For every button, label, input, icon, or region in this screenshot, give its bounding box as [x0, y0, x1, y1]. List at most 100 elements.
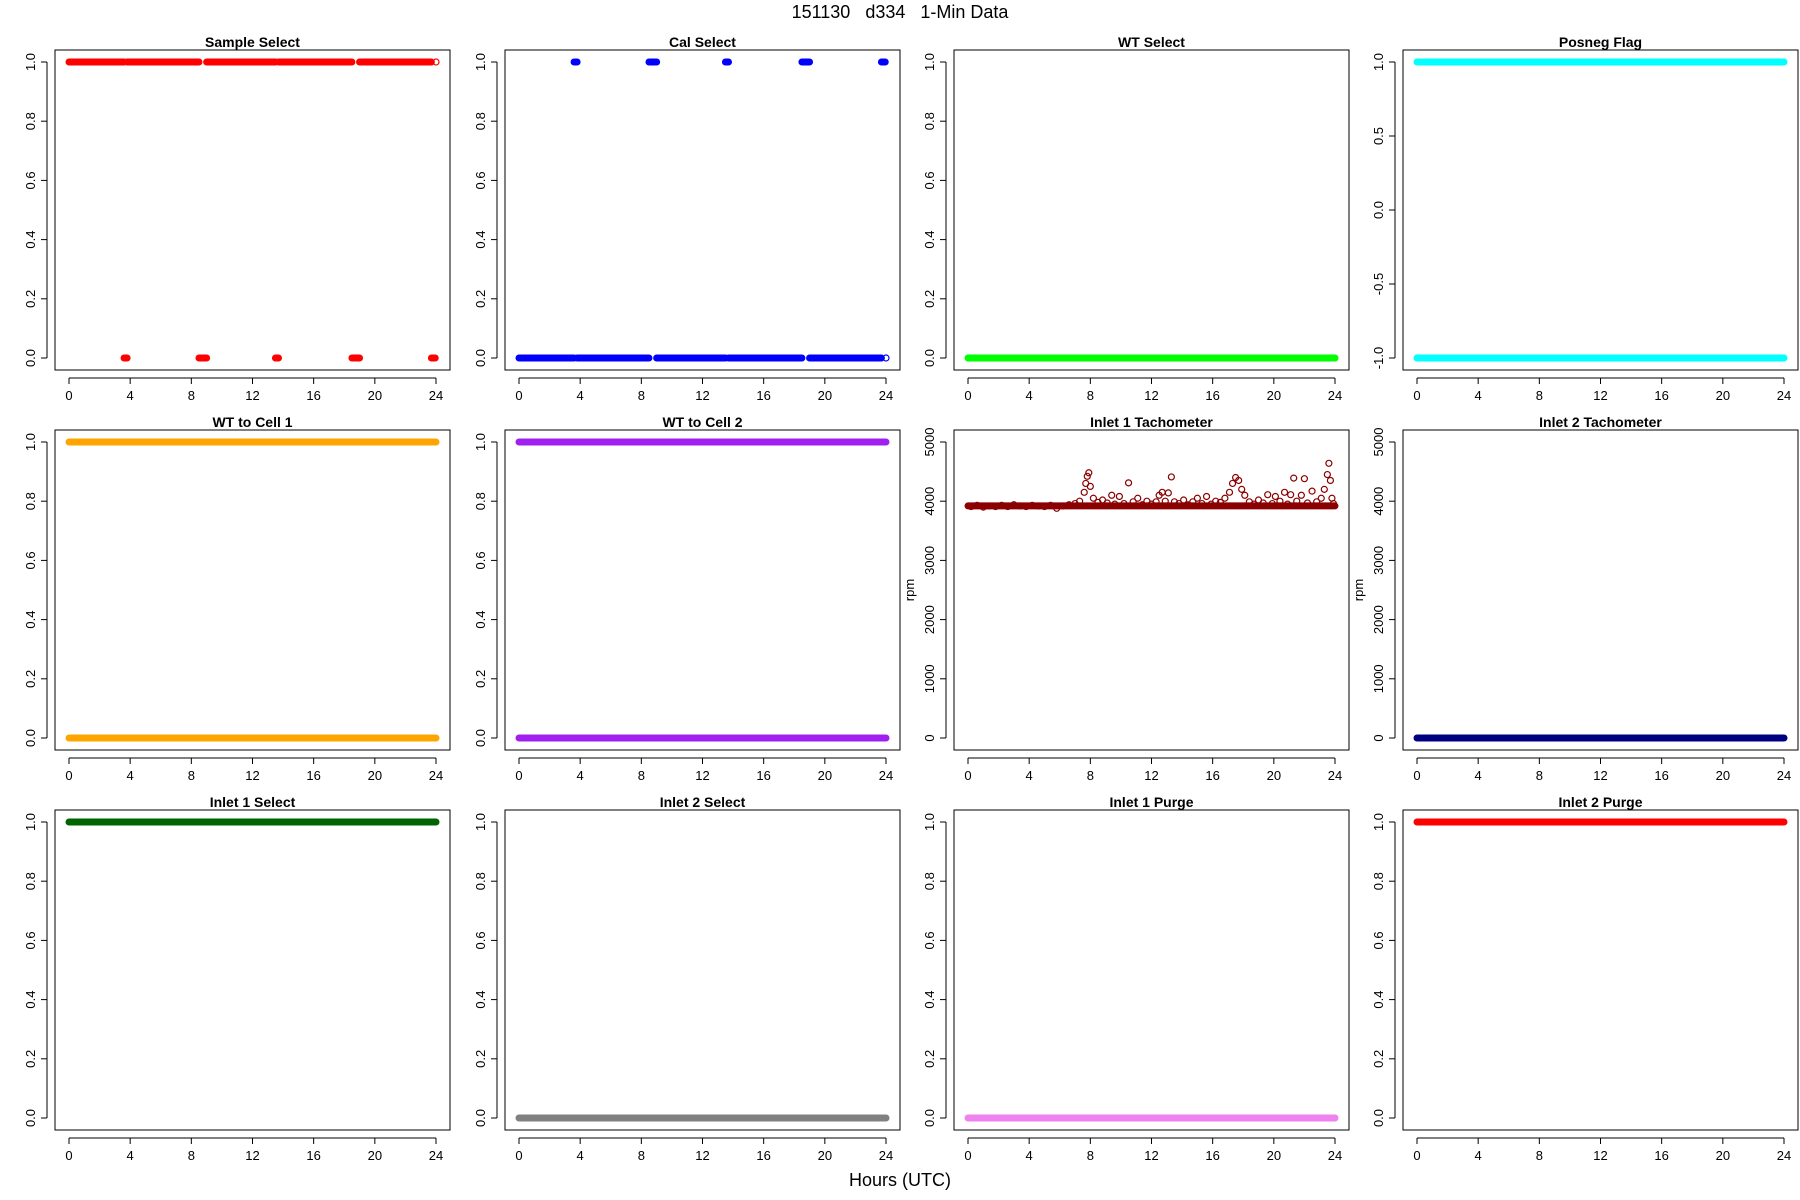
y-tick-label: 1.0: [473, 433, 488, 451]
y-tick-label: 0.2: [1371, 1050, 1386, 1068]
x-tick-label: 0: [65, 388, 72, 403]
data-point: [1124, 479, 1133, 487]
data-point: [1280, 488, 1289, 496]
x-tick-label: 0: [1413, 388, 1420, 403]
data-point: [1076, 497, 1084, 505]
panel-wt-to-cell-2: WT to Cell 2 0 4 8 12 16 20 24 0.0 0.2 0.4 0.6 0.8 1.…: [473, 414, 901, 783]
y-tick-label: 0.2: [23, 1050, 38, 1068]
x-tick-label: 8: [188, 388, 195, 403]
x-tick-label: 16: [306, 388, 320, 403]
data-point: [432, 58, 440, 66]
y-tick-label: 2000: [922, 605, 937, 634]
x-tick-label: 0: [515, 388, 522, 403]
y-tick-label: 0.0: [473, 349, 488, 367]
x-tick-label: 20: [818, 388, 832, 403]
y-tick-label: 3000: [1371, 546, 1386, 575]
y-tick-label: 0.6: [1371, 931, 1386, 949]
y-tick-label: 0.8: [922, 112, 937, 130]
data-point: [1238, 485, 1246, 493]
data-point: [1325, 459, 1333, 467]
x-tick-label: 0: [515, 768, 522, 783]
panel-inlet-2-purge: Inlet 2 Purge 0 4 8 12 16 20 24 0.0 0.2 0.4 0.6 0.8 1…: [1371, 794, 1799, 1163]
x-tick-label: 0: [964, 1148, 971, 1163]
data-point: [1317, 494, 1325, 502]
x-tick-label: 4: [1026, 1148, 1033, 1163]
data-point: [1108, 491, 1116, 499]
y-tick-label: 0.8: [23, 872, 38, 890]
x-tick-label: 20: [368, 388, 382, 403]
data-point: [1308, 487, 1316, 495]
panel-wt-select: WT Select 0 4 8 12 16 20 24 0.0 0.2 0.4 0.6 0.8 1.0: [922, 34, 1350, 403]
x-tick-label: 12: [245, 768, 259, 783]
y-tick-label: 0.0: [1371, 201, 1386, 219]
x-tick-label: 8: [638, 388, 645, 403]
y-tick-label: 4000: [1371, 487, 1386, 516]
y-tick-label: 0.8: [473, 112, 488, 130]
panel-title: Posneg Flag: [1559, 34, 1642, 50]
y-tick-label: 0.0: [1371, 1109, 1386, 1127]
data-point: [1175, 499, 1183, 508]
x-tick-label: 12: [695, 1148, 709, 1163]
data-point: [1046, 501, 1055, 509]
x-tick-label: 0: [1413, 768, 1420, 783]
panel-inlet-1-tachometer: Inlet 1 Tachometer 0 4 8 12 16 20 24 0 1000 2000 30…: [902, 414, 1350, 783]
data-point: [1134, 494, 1142, 502]
data-point: [1228, 479, 1237, 488]
x-tick-label: 20: [818, 768, 832, 783]
y-tick-label: 0.6: [473, 931, 488, 949]
y-tick-label: 0.6: [23, 171, 38, 189]
plot-frame: [504, 809, 901, 1131]
x-tick-label: 20: [368, 1148, 382, 1163]
y-tick-label: 0.6: [473, 171, 488, 189]
y-tick-label: 1000: [922, 664, 937, 693]
y-tick-label: 0.2: [23, 290, 38, 308]
x-tick-label: 12: [1593, 768, 1607, 783]
y-tick-label: 0.6: [23, 551, 38, 569]
x-tick-label: 24: [1328, 1148, 1342, 1163]
y-tick-label: 0: [922, 734, 937, 741]
panel-title: WT to Cell 1: [212, 414, 292, 430]
panel-inlet-1-purge: Inlet 1 Purge 0 4 8 12 16 20 24 0.0 0.2 0.4 0.6 0.8 1…: [922, 794, 1350, 1163]
panel-title: Inlet 1 Tachometer: [1090, 414, 1213, 430]
y-tick-label: 1.0: [1371, 813, 1386, 831]
y-tick-label: 0.4: [473, 231, 488, 249]
x-tick-label: 12: [695, 768, 709, 783]
data-point: [1180, 496, 1188, 504]
x-tick-label: 24: [429, 1148, 443, 1163]
data-point: [1080, 488, 1088, 496]
data-point: [1323, 470, 1331, 479]
data-point: [1241, 491, 1249, 499]
x-tick-label: 24: [429, 768, 443, 783]
x-tick-label: 4: [1475, 768, 1482, 783]
y-tick-label: 0.2: [473, 670, 488, 688]
y-tick-label: 1.0: [473, 813, 488, 831]
x-tick-label: 4: [127, 768, 134, 783]
data-point: [1303, 499, 1312, 507]
y-tick-label: 1000: [1371, 664, 1386, 693]
data-point: [1085, 469, 1093, 477]
y-tick-label: 1.0: [1371, 53, 1386, 71]
data-point: [1202, 492, 1211, 501]
y-tick-label: 0.0: [922, 349, 937, 367]
data-point: [1198, 499, 1206, 508]
panel-wt-to-cell-1: WT to Cell 1 0 4 8 12 16 20 24 0.0 0.2 0.4 0.6 0.8 1.…: [23, 414, 451, 783]
x-tick-label: 16: [1654, 768, 1668, 783]
x-tick-label: 0: [515, 1148, 522, 1163]
y-tick-label: 0.0: [473, 729, 488, 747]
y-tick-label: 0.4: [23, 611, 38, 629]
x-tick-label: 24: [1328, 768, 1342, 783]
panel-cal-select: Cal Select 0 4 8 12 16 20 24 0.0 0.2 0.4 0.6 0.8 1.0: [473, 34, 901, 403]
x-tick-label: 24: [879, 388, 893, 403]
panel-posneg-flag: Posneg Flag 0 4 8 12 16 20 24 -1.0 -0.5 0.0 0.5 1.0: [1371, 34, 1799, 403]
data-point: [1297, 491, 1305, 499]
x-tick-label: 4: [127, 1148, 134, 1163]
panel-title: Cal Select: [669, 34, 736, 50]
panel-inlet-1-select: Inlet 1 Select 0 4 8 12 16 20 24 0.0 0.2 0.4 0.6 0.8…: [23, 794, 451, 1163]
x-tick-label: 16: [1654, 388, 1668, 403]
x-tick-label: 16: [756, 768, 770, 783]
y-tick-label: 2000: [1371, 605, 1386, 634]
data-point: [882, 354, 890, 362]
data-point: [1293, 497, 1301, 505]
data-point: [1086, 482, 1094, 490]
